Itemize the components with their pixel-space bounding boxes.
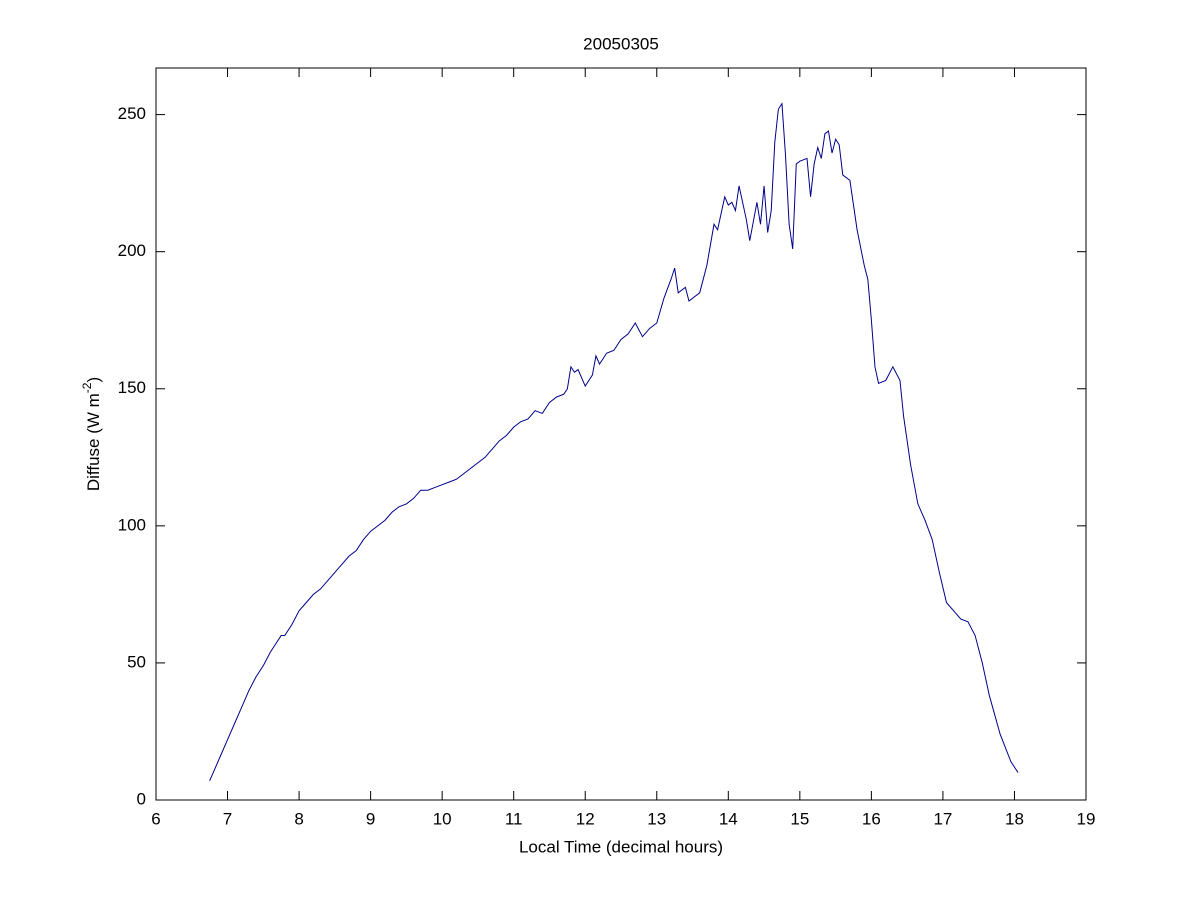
plot-area (155, 67, 1087, 801)
x-tick-label: 19 (1077, 809, 1096, 828)
y-label-suffix: ) (84, 377, 103, 383)
x-tick-label: 16 (862, 809, 881, 828)
x-tick-label: 18 (1005, 809, 1024, 828)
y-tick-label: 150 (118, 378, 146, 397)
y-label-superscript: -2 (80, 382, 94, 393)
y-label-text: Diffuse (W m (84, 393, 103, 491)
x-tick-label: 14 (719, 809, 738, 828)
x-tick-label: 13 (647, 809, 666, 828)
y-tick-label: 100 (118, 515, 146, 534)
x-tick-label: 12 (576, 809, 595, 828)
x-tick-label: 11 (505, 809, 523, 828)
x-tick-label: 8 (294, 809, 303, 828)
chart-title: 20050305 (583, 34, 659, 53)
x-tick-label: 9 (366, 809, 375, 828)
y-tick-label: 0 (137, 789, 146, 808)
y-tick-label: 50 (127, 652, 146, 671)
x-tick-label: 10 (433, 809, 452, 828)
x-tick-label: 17 (933, 809, 952, 828)
x-tick-label: 15 (790, 809, 809, 828)
x-tick-label: 6 (151, 809, 160, 828)
data-line (209, 102, 1019, 782)
x-axis-label: Local Time (decimal hours) (519, 837, 723, 856)
y-tick-label: 200 (118, 241, 146, 260)
y-axis-label: Diffuse (W m-2) (80, 377, 103, 491)
y-tick-label: 250 (118, 104, 146, 123)
x-tick-label: 7 (223, 809, 232, 828)
